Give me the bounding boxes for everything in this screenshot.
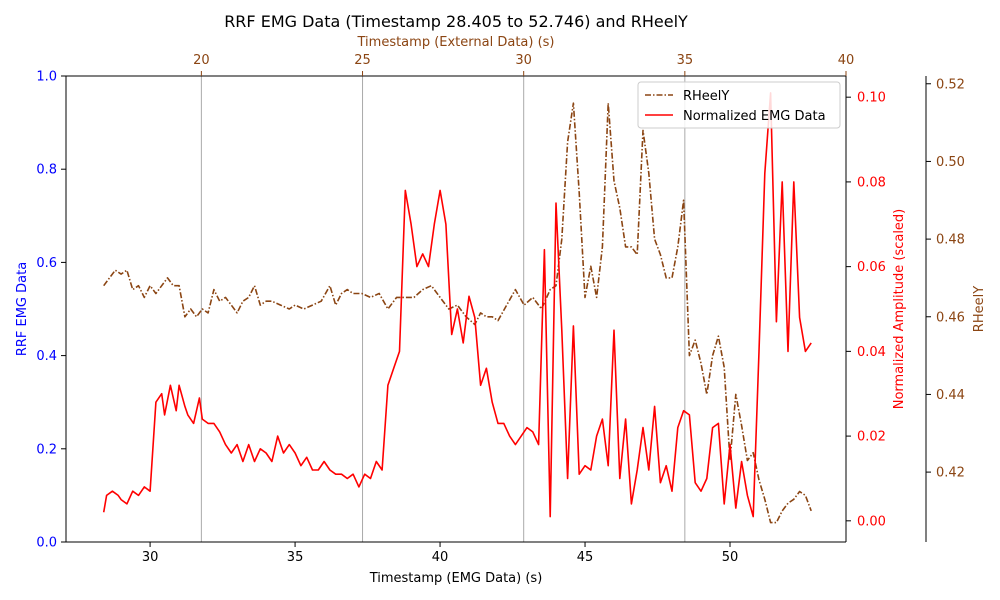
left-y-tick-label: 0.4 bbox=[36, 349, 57, 364]
x-tick-label: 35 bbox=[287, 550, 304, 565]
series-line-emg bbox=[102, 92, 812, 518]
left-y-tick-label: 0.2 bbox=[36, 442, 57, 457]
axes: 30 35 40 45 50 20 25 30 35 40 0.0 0.2 0.4 0.6 0.8 1.0 0.… bbox=[36, 53, 965, 565]
left-y-tick-label: 0.0 bbox=[36, 536, 57, 551]
x-axis-title: Timestamp (EMG Data) (s) bbox=[369, 571, 543, 586]
far-right-y-tick-label: 0.42 bbox=[936, 466, 965, 481]
far-right-y-tick-label: 0.48 bbox=[936, 233, 965, 248]
right-y-axis-title: Normalized Amplitude (scaled) bbox=[892, 209, 907, 410]
top-x-tick-label: 40 bbox=[838, 53, 855, 68]
legend-heel-label: RHeelY bbox=[683, 89, 729, 104]
top-x-tick-label: 20 bbox=[193, 53, 210, 68]
right-y-tick-label: 0.04 bbox=[857, 345, 886, 360]
top-x-tick-label: 30 bbox=[515, 53, 532, 68]
far-right-y-tick-label: 0.52 bbox=[936, 77, 965, 92]
plot-lines bbox=[102, 92, 812, 524]
far-right-y-tick-label: 0.46 bbox=[936, 310, 965, 325]
legend-emg-label: Normalized EMG Data bbox=[683, 109, 826, 124]
left-y-tick-label: 1.0 bbox=[36, 70, 57, 85]
top-x-tick-label: 35 bbox=[677, 53, 694, 68]
right-y-tick-label: 0.00 bbox=[857, 514, 886, 529]
x-tick-label: 50 bbox=[722, 550, 739, 565]
x-tick-label: 45 bbox=[577, 550, 594, 565]
x-tick-label: 30 bbox=[142, 550, 159, 565]
right-y-tick-label: 0.02 bbox=[857, 430, 886, 445]
right-y-tick-label: 0.08 bbox=[857, 175, 886, 190]
left-y-axis-title: RRF EMG Data bbox=[15, 262, 30, 356]
legend: RHeelY Normalized EMG Data bbox=[637, 81, 841, 129]
vertical-reference-lines bbox=[200, 76, 686, 542]
top-x-axis-title: Timestamp (External Data) (s) bbox=[357, 35, 555, 50]
right-y-tick-label: 0.06 bbox=[857, 260, 886, 275]
right-y-tick-label: 0.10 bbox=[857, 91, 886, 106]
left-y-tick-label: 0.8 bbox=[36, 163, 57, 178]
far-right-y-axis-title: RHeelY bbox=[972, 286, 987, 332]
far-right-y-tick-label: 0.44 bbox=[936, 388, 965, 403]
legend-box bbox=[637, 81, 841, 129]
top-x-tick-label: 25 bbox=[354, 53, 371, 68]
left-y-tick-label: 0.6 bbox=[36, 256, 57, 271]
chart-title: RRF EMG Data (Timestamp 28.405 to 52.746… bbox=[224, 12, 688, 31]
series-line-rheely bbox=[103, 102, 812, 524]
x-tick-label: 40 bbox=[432, 550, 449, 565]
far-right-y-tick-label: 0.50 bbox=[936, 155, 965, 170]
